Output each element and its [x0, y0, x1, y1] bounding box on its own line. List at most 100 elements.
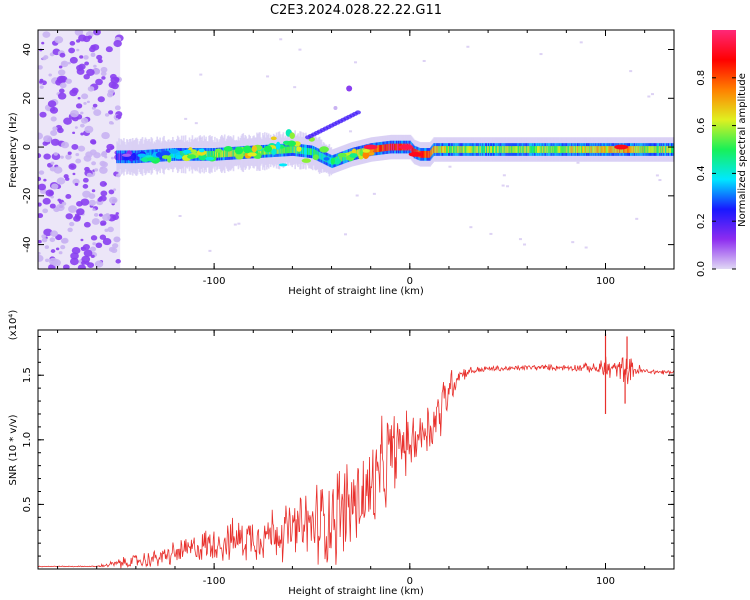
band-core	[317, 151, 320, 159]
noise-blob	[75, 158, 82, 164]
band-core	[215, 150, 217, 158]
noise-blob	[76, 208, 85, 216]
band-core	[468, 146, 471, 153]
band-core	[395, 143, 397, 151]
noise-blob	[60, 245, 66, 250]
noise-blob	[112, 214, 120, 221]
band-core	[550, 146, 553, 153]
noise-blob	[43, 228, 53, 237]
band-core	[583, 146, 586, 153]
band-core	[586, 146, 589, 153]
band-core	[549, 146, 552, 153]
band-core	[186, 150, 189, 158]
band-core	[466, 146, 469, 153]
noise-blob	[81, 260, 86, 265]
noise-blob	[67, 227, 73, 233]
band-core	[187, 150, 190, 158]
noise-blob	[42, 31, 51, 38]
y-tick-label: 0	[22, 144, 33, 150]
band-core	[640, 146, 643, 153]
band-core	[533, 146, 535, 153]
band-core	[516, 146, 519, 153]
band-core	[639, 146, 642, 153]
noise-blob	[67, 151, 72, 155]
band-core	[179, 150, 182, 158]
band-core	[230, 149, 233, 157]
band-core	[450, 146, 453, 153]
noise-blob	[53, 152, 58, 156]
band-core	[498, 146, 501, 153]
noise-blob	[115, 117, 119, 121]
band-core	[304, 147, 306, 155]
noise-blob	[101, 151, 107, 156]
band-core	[595, 146, 598, 153]
band-blob	[251, 145, 257, 153]
band-core	[629, 146, 632, 153]
band-core	[649, 146, 652, 153]
band-core	[671, 146, 673, 153]
noise-blob	[65, 213, 73, 220]
band-core	[463, 146, 466, 153]
faint-fragment	[237, 222, 241, 225]
band-core	[488, 146, 490, 153]
noise-blob	[56, 177, 66, 185]
faint-fragment	[354, 61, 358, 64]
band-core	[654, 146, 657, 153]
band-core	[615, 146, 617, 153]
band-core	[217, 150, 219, 158]
noise-blob	[89, 246, 97, 252]
noise-blob	[83, 155, 92, 162]
band-core	[512, 146, 515, 153]
noise-blob	[89, 46, 96, 53]
band-core	[385, 144, 387, 152]
noise-blob	[38, 153, 42, 159]
x-tick-label: 0	[407, 576, 413, 587]
noise-blob	[57, 77, 66, 84]
band-core	[485, 146, 487, 153]
band-core	[658, 146, 660, 153]
band-core	[294, 146, 296, 154]
band-core	[577, 146, 579, 153]
band-blob	[187, 154, 197, 159]
faint-fragment	[571, 241, 575, 244]
noise-blob	[80, 246, 84, 250]
band-core	[583, 146, 585, 153]
band-core	[552, 146, 555, 153]
band-core	[475, 146, 477, 153]
band-core	[284, 146, 287, 154]
band-core	[636, 146, 639, 153]
noise-blob	[93, 213, 99, 217]
noise-blob	[91, 218, 100, 225]
noise-blob	[94, 168, 99, 172]
noise-blob	[65, 194, 72, 199]
band-core	[329, 157, 332, 165]
band-core	[576, 146, 578, 153]
band-blob	[146, 157, 157, 162]
band-core	[430, 149, 432, 157]
band-core	[373, 145, 376, 153]
band-core	[427, 150, 430, 158]
noise-blob	[94, 260, 104, 268]
band-core	[433, 146, 435, 153]
noise-blob	[83, 101, 87, 105]
noise-blob	[67, 61, 71, 65]
band-core	[537, 146, 540, 153]
faint-fragment	[279, 38, 283, 41]
band-core	[669, 146, 671, 153]
band-core	[508, 146, 511, 153]
band-core	[592, 146, 595, 153]
noise-blob	[68, 205, 78, 213]
band-core	[226, 150, 229, 157]
x-tick-label: 0	[407, 276, 413, 287]
band-core	[643, 146, 646, 153]
colorbar-ticks: 0.0 0.2 0.4 0.6 0.8	[696, 70, 736, 277]
spectrogram-axes: -100 0 100 -40 -20 0 20 40	[22, 30, 674, 287]
band-blob	[198, 148, 205, 153]
noise-blob	[57, 92, 67, 100]
noise-blob	[63, 117, 72, 125]
band-core	[484, 146, 486, 153]
band-core	[663, 146, 665, 153]
noise-blob	[104, 155, 108, 159]
band-core	[441, 146, 443, 153]
band-core	[393, 143, 395, 151]
